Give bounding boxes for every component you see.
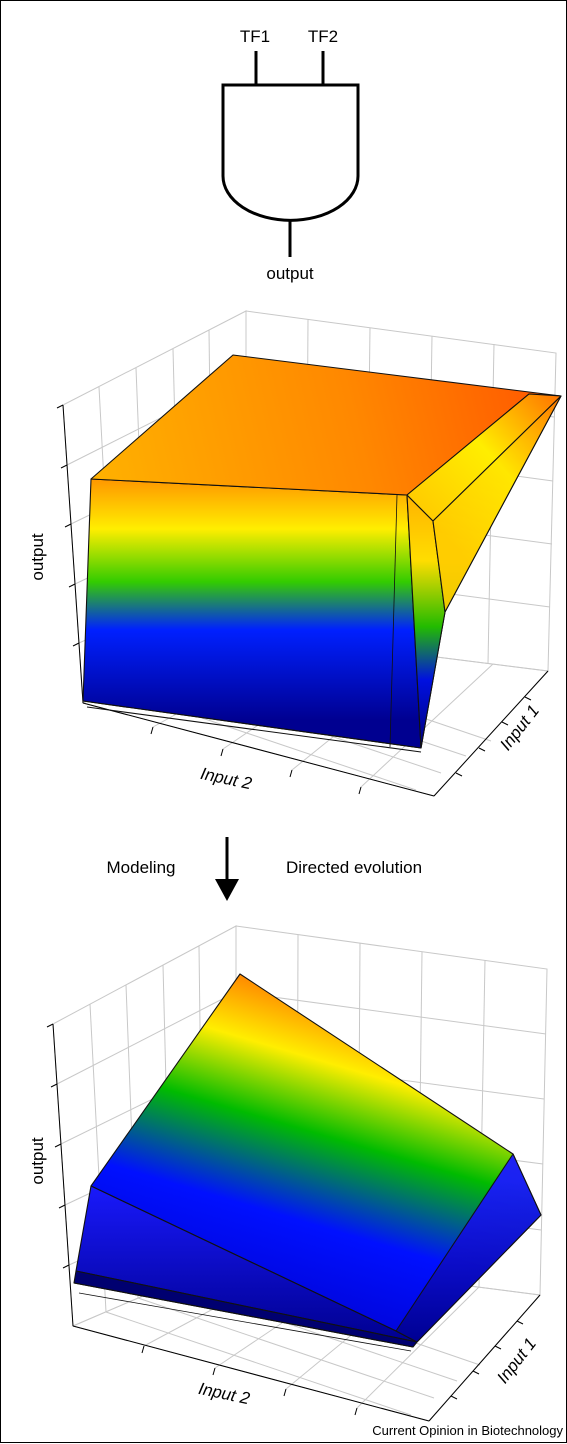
plot-bottom-z-axis-label: output [28,1137,47,1185]
plot-bottom-x-axis-label: Input 2 [197,1379,252,1409]
plot-top: output Input 2 Input 1 [28,310,562,797]
gate-output-label: output [266,264,314,283]
journal-credit: Current Opinion in Biotechnology [372,1423,563,1438]
transition-row: Modeling Directed evolution [107,837,422,901]
plot-bottom-axes [46,1023,541,1422]
and-gate-symbol [221,83,360,222]
plot-bottom-surface-right-face [395,1153,542,1343]
plot-bottom: output Input 2 Input 1 [28,925,548,1422]
plot-bottom-surface [73,973,542,1352]
gate-input-2-label: TF2 [308,27,338,46]
gate-input-1-label: TF1 [240,27,270,46]
plot-top-y-axis-label: Input 1 [496,701,543,754]
plot-top-x-axis-label: Input 2 [199,764,254,794]
and-gate-diagram: TF1 TF2 output [221,27,360,283]
plot-top-surface [82,354,562,753]
directed-evolution-label: Directed evolution [286,858,422,877]
down-arrow-head-icon [215,879,239,901]
plot-top-z-axis-label: output [28,533,47,581]
modeling-label: Modeling [107,858,176,877]
plot-top-axes [56,404,549,797]
plot-bottom-y-axis-label: Input 1 [493,1334,540,1387]
